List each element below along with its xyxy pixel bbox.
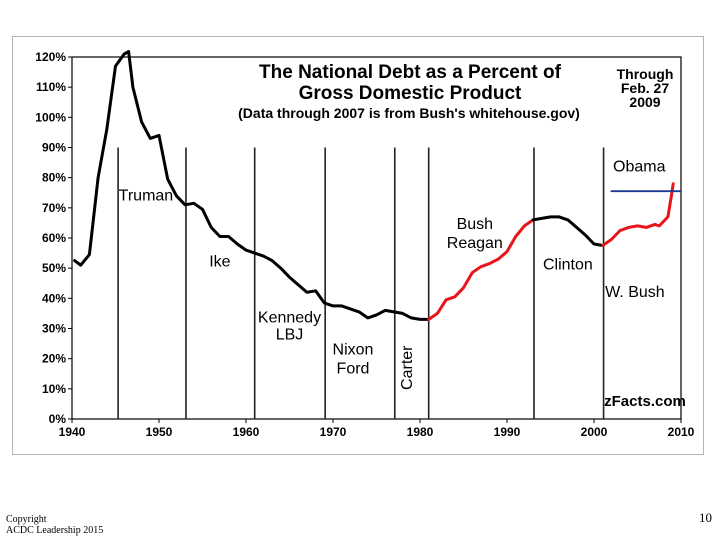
era-label-nixon-ford: Ford <box>337 361 370 378</box>
series-group <box>73 50 682 321</box>
source-label: zFacts.com <box>604 393 686 410</box>
y-tick-label: 90% <box>42 141 66 155</box>
copyright-line2: ACDC Leadership 2015 <box>6 525 104 536</box>
era-label-bush-reagan: Bush <box>457 216 493 233</box>
y-tick-label: 100% <box>35 110 66 124</box>
chart-title-line2: Gross Domestic Product <box>299 83 522 104</box>
y-tick-label: 120% <box>35 50 66 64</box>
chart-subtitle: (Data through 2007 is from Bush's whiteh… <box>238 105 580 121</box>
through-date: Feb. 27 <box>621 80 669 96</box>
page-number: 10 <box>699 510 712 525</box>
chart-frame: 0% 10% 20% 30% 40% 50% 60% 70% 80% 90% 100% 110% 120… <box>12 36 704 455</box>
series-debt-w-bush <box>601 182 675 247</box>
x-tick-label: 1970 <box>320 425 347 439</box>
era-label-bush-reagan: Reagan <box>447 235 503 252</box>
x-tick-label: 1940 <box>59 425 86 439</box>
x-tick-label: 1980 <box>407 425 434 439</box>
y-tick-label: 60% <box>42 231 66 245</box>
debt-chart: 0% 10% 20% 30% 40% 50% 60% 70% 80% 90% 100% 110% 120… <box>35 50 695 439</box>
era-label-kennedy-lbj: Kennedy <box>258 309 321 326</box>
y-tick-label: 40% <box>42 291 66 305</box>
x-tick-label: 1950 <box>146 425 173 439</box>
x-tick-label: 2010 <box>668 425 695 439</box>
era-label-ike: Ike <box>209 254 230 271</box>
era-label-truman: Truman <box>119 187 174 204</box>
y-tick-label: 110% <box>36 80 66 94</box>
x-tick-label: 1990 <box>494 425 521 439</box>
x-axis: 1940 1950 1960 1970 1980 1990 2000 2010 <box>59 419 695 439</box>
through-label: Through <box>617 66 674 82</box>
chart-title-line1: The National Debt as a Percent of <box>259 62 562 83</box>
series-debt-reagan-bush <box>427 218 535 321</box>
era-label-obama: Obama <box>613 159 666 176</box>
y-tick-label: 50% <box>42 261 66 275</box>
x-tick-label: 1960 <box>233 425 260 439</box>
era-label-carter: Carter <box>399 345 416 390</box>
x-tick-label: 2000 <box>581 425 608 439</box>
series-debt-pre-1981 <box>73 50 431 321</box>
series-debt-clinton <box>531 215 605 247</box>
y-tick-label: 0% <box>49 412 67 426</box>
y-tick-label: 70% <box>42 201 66 215</box>
y-tick-label: 20% <box>42 352 66 366</box>
era-label-clinton: Clinton <box>543 257 593 274</box>
era-label-kennedy-lbj: LBJ <box>276 326 304 343</box>
y-axis: 0% 10% 20% 30% 40% 50% 60% 70% 80% 90% 100% 110% 120… <box>35 50 72 426</box>
copyright: Copyright ACDC Leadership 2015 <box>6 514 103 536</box>
era-label-nixon-ford: Nixon <box>333 342 374 359</box>
through-year: 2009 <box>629 94 660 110</box>
era-label-w-bush: W. Bush <box>605 284 665 301</box>
y-tick-label: 30% <box>42 322 66 336</box>
copyright-line1: Copyright <box>6 514 47 525</box>
y-tick-label: 80% <box>42 171 66 185</box>
era-dividers <box>117 147 605 419</box>
y-tick-label: 10% <box>42 382 66 396</box>
